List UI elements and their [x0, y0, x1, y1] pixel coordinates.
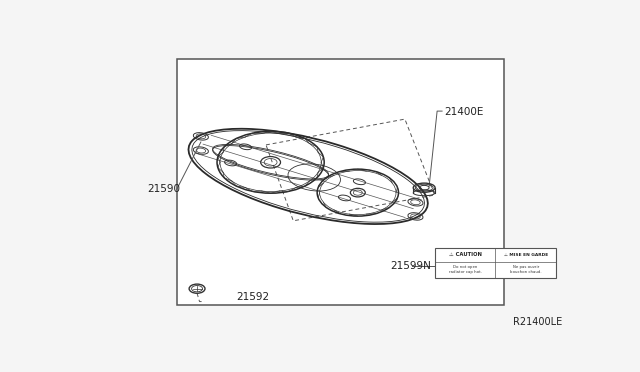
Text: Ne pas ouvrir
bouchon chaud.: Ne pas ouvrir bouchon chaud.: [510, 265, 541, 274]
Text: ⚠ CAUTION: ⚠ CAUTION: [449, 252, 481, 257]
Text: ⚠ MISE EN GARDE: ⚠ MISE EN GARDE: [504, 253, 548, 257]
Text: 21590: 21590: [147, 184, 180, 194]
Text: R21400LE: R21400LE: [513, 317, 562, 327]
Bar: [177, 59, 504, 305]
Bar: [435, 248, 556, 278]
Text: Do not open
radiator cap hot.: Do not open radiator cap hot.: [449, 265, 481, 274]
Text: 21400E: 21400E: [445, 107, 484, 117]
Text: 21592: 21592: [236, 292, 269, 302]
Text: 21599N: 21599N: [390, 261, 431, 271]
